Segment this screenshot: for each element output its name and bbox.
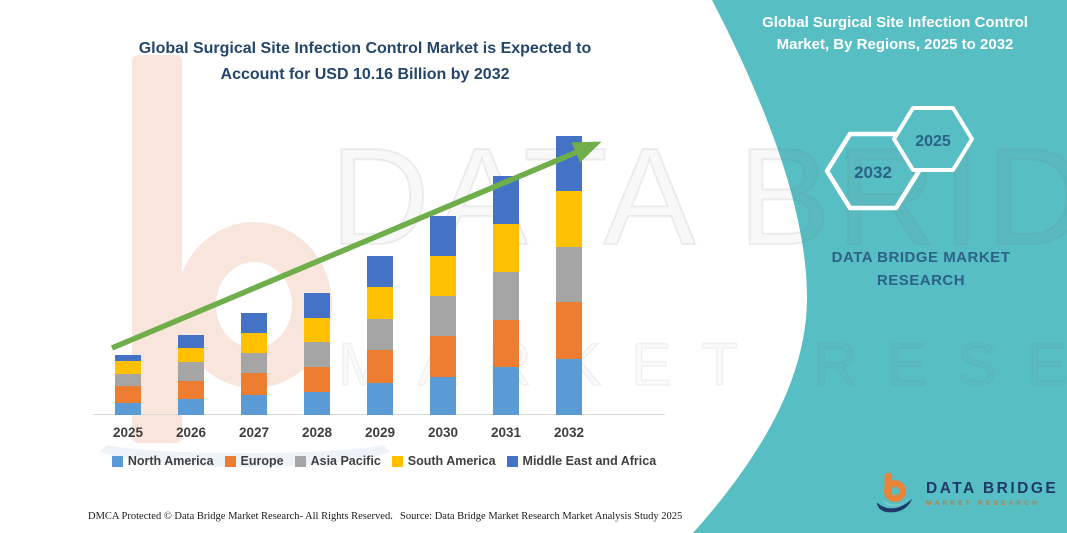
- logo-subtitle: MARKET RESEARCH: [926, 499, 1041, 507]
- stacked-bar-2026: [178, 335, 204, 415]
- bar-segment: [115, 402, 141, 415]
- bar-segment: [115, 374, 141, 387]
- legend-label: Middle East and Africa: [522, 454, 657, 468]
- legend-item: North America: [111, 454, 214, 468]
- databridge-logo-icon: [876, 472, 913, 513]
- legend-swatch-icon: [111, 455, 123, 467]
- legend-item: Middle East and Africa: [506, 454, 657, 468]
- bar-segment: [115, 386, 141, 403]
- x-tick-label: 2032: [553, 425, 585, 440]
- footer-copyright: DMCA Protected © Data Bridge Market Rese…: [88, 511, 393, 522]
- legend-item: Europe: [224, 454, 284, 468]
- hexagon-2025-icon: [892, 106, 974, 172]
- x-tick-label: 2031: [490, 425, 522, 440]
- chart-legend: North America Europe Asia Pacific South Ame…: [88, 454, 680, 468]
- bar-segment: [304, 391, 330, 415]
- bar-segment: [304, 366, 330, 392]
- logo-text: DATA BRIDGE MARKET RESEARCH: [926, 480, 1058, 507]
- bar-segment: [556, 359, 582, 415]
- bar-segment: [367, 383, 393, 415]
- bar-segment: [178, 361, 204, 381]
- legend-swatch-icon: [224, 455, 236, 467]
- teal-panel-shape: [693, 0, 1067, 533]
- bar-segment: [430, 376, 456, 415]
- bar-segment: [115, 354, 141, 362]
- bar-segment: [115, 361, 141, 375]
- brand-swoosh-watermark: [85, 415, 405, 467]
- x-tick-label: 2025: [112, 425, 144, 440]
- bar-segment: [178, 399, 204, 415]
- bar-segment: [241, 394, 267, 415]
- panel-brand-text: DATA BRIDGE MARKET RESEARCH: [831, 249, 1011, 290]
- x-tick-label: 2028: [301, 425, 333, 440]
- legend-label: Asia Pacific: [310, 454, 381, 468]
- legend-item: Asia Pacific: [294, 454, 381, 468]
- hexagon-2032-label: 2032: [854, 163, 892, 182]
- x-tick-label: 2027: [238, 425, 270, 440]
- legend-swatch-icon: [294, 455, 306, 467]
- hexagon-2025-label: 2025: [915, 133, 951, 150]
- company-logo: DATA BRIDGE MARKET RESEARCH: [874, 470, 1058, 516]
- legend-label: South America: [407, 454, 496, 468]
- legend-label: North America: [127, 454, 214, 468]
- legend-item: South America: [391, 454, 496, 468]
- x-tick-label: 2029: [364, 425, 396, 440]
- page-title: Global Surgical Site Infection Control M…: [138, 40, 592, 83]
- stacked-bar-2025: [115, 354, 141, 415]
- x-tick-label: 2026: [175, 425, 207, 440]
- bar-segment: [178, 380, 204, 400]
- legend-label: Europe: [240, 454, 284, 468]
- bar-segment: [367, 350, 393, 384]
- footer-source: Source: Data Bridge Market Research Mark…: [400, 511, 683, 522]
- bar-segment: [241, 353, 267, 374]
- panel-title: Global Surgical Site Infection Control M…: [762, 14, 1028, 53]
- bar-segment: [178, 347, 204, 362]
- legend-swatch-icon: [506, 455, 518, 467]
- x-tick-label: 2030: [427, 425, 459, 440]
- bar-segment: [493, 367, 519, 415]
- logo-name: DATA BRIDGE: [926, 479, 1059, 497]
- bar-segment: [241, 373, 267, 395]
- legend-swatch-icon: [391, 455, 403, 467]
